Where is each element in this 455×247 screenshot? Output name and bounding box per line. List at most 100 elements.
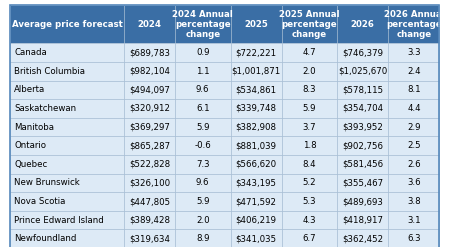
Bar: [388, 174, 440, 192]
Text: 0.9: 0.9: [196, 48, 209, 57]
Text: 2.9: 2.9: [407, 123, 420, 132]
Text: $522,828: $522,828: [129, 160, 170, 169]
Bar: [282, 5, 337, 43]
Bar: [388, 62, 440, 81]
Text: 5.9: 5.9: [196, 197, 209, 206]
Bar: [175, 43, 231, 62]
Text: $1,025,670: $1,025,670: [338, 67, 387, 76]
Text: $382,908: $382,908: [236, 123, 277, 132]
Bar: [10, 136, 124, 155]
Bar: [282, 81, 337, 99]
Text: 6.3: 6.3: [407, 234, 421, 243]
Bar: [231, 211, 282, 229]
Text: Nova Scotia: Nova Scotia: [14, 197, 66, 206]
Text: 5.9: 5.9: [196, 123, 209, 132]
Bar: [388, 155, 440, 174]
Text: 2.4: 2.4: [407, 67, 421, 76]
Bar: [10, 43, 124, 62]
Bar: [10, 229, 124, 247]
Bar: [175, 81, 231, 99]
Text: 2026 Annual
percentage
change: 2026 Annual percentage change: [384, 10, 444, 39]
Text: $722,221: $722,221: [236, 48, 277, 57]
Text: $354,704: $354,704: [342, 104, 383, 113]
Text: $418,917: $418,917: [342, 216, 383, 225]
Text: 5.2: 5.2: [303, 178, 316, 187]
Bar: [175, 136, 231, 155]
Text: $319,634: $319,634: [129, 234, 170, 243]
Bar: [282, 155, 337, 174]
Text: 2024 Annual
percentage
change: 2024 Annual percentage change: [172, 10, 233, 39]
Text: $494,097: $494,097: [129, 85, 170, 94]
Bar: [282, 136, 337, 155]
Bar: [175, 5, 231, 43]
Text: 5.3: 5.3: [303, 197, 316, 206]
Text: $581,456: $581,456: [342, 160, 383, 169]
Bar: [231, 62, 282, 81]
Bar: [175, 62, 231, 81]
Bar: [175, 118, 231, 136]
Bar: [10, 62, 124, 81]
Bar: [175, 99, 231, 118]
Text: Ontario: Ontario: [14, 141, 46, 150]
Bar: [282, 118, 337, 136]
Text: 3.3: 3.3: [407, 48, 421, 57]
Bar: [10, 99, 124, 118]
Text: 2025 Annual
percentage
change: 2025 Annual percentage change: [279, 10, 340, 39]
Bar: [231, 229, 282, 247]
Text: 8.3: 8.3: [303, 85, 316, 94]
Bar: [337, 136, 388, 155]
Bar: [124, 43, 175, 62]
Bar: [124, 155, 175, 174]
Bar: [337, 211, 388, 229]
Bar: [388, 192, 440, 211]
Bar: [10, 155, 124, 174]
Bar: [124, 211, 175, 229]
Bar: [282, 99, 337, 118]
Text: Prince Edward Island: Prince Edward Island: [14, 216, 104, 225]
Bar: [124, 174, 175, 192]
Bar: [337, 62, 388, 81]
Text: 3.6: 3.6: [407, 178, 421, 187]
Text: $1,001,871: $1,001,871: [232, 67, 281, 76]
Text: $343,195: $343,195: [236, 178, 277, 187]
Text: $689,783: $689,783: [129, 48, 170, 57]
Bar: [124, 5, 175, 43]
Bar: [10, 81, 124, 99]
Bar: [282, 229, 337, 247]
Bar: [231, 155, 282, 174]
Text: $369,297: $369,297: [129, 123, 170, 132]
Bar: [124, 62, 175, 81]
Bar: [10, 5, 124, 43]
Bar: [124, 99, 175, 118]
Text: $746,379: $746,379: [342, 48, 383, 57]
Bar: [282, 174, 337, 192]
Text: 9.6: 9.6: [196, 178, 209, 187]
Text: Manitoba: Manitoba: [14, 123, 54, 132]
Text: $355,467: $355,467: [342, 178, 383, 187]
Text: 6.1: 6.1: [196, 104, 210, 113]
Text: 1.1: 1.1: [196, 67, 210, 76]
Bar: [388, 43, 440, 62]
Bar: [388, 211, 440, 229]
Text: 2.0: 2.0: [303, 67, 316, 76]
Text: 2.5: 2.5: [407, 141, 421, 150]
Text: $534,861: $534,861: [236, 85, 277, 94]
Text: $362,452: $362,452: [342, 234, 383, 243]
Text: 4.7: 4.7: [303, 48, 316, 57]
Bar: [337, 229, 388, 247]
Bar: [282, 62, 337, 81]
Text: Average price forecast: Average price forecast: [12, 20, 122, 29]
Bar: [388, 81, 440, 99]
Bar: [337, 43, 388, 62]
Bar: [282, 192, 337, 211]
Text: $578,115: $578,115: [342, 85, 383, 94]
Text: 2024: 2024: [137, 20, 162, 29]
Text: $489,693: $489,693: [342, 197, 383, 206]
Bar: [10, 211, 124, 229]
Bar: [124, 229, 175, 247]
Text: $406,219: $406,219: [236, 216, 277, 225]
Text: $341,035: $341,035: [236, 234, 277, 243]
Text: 2.6: 2.6: [407, 160, 421, 169]
Bar: [388, 229, 440, 247]
Bar: [388, 5, 440, 43]
